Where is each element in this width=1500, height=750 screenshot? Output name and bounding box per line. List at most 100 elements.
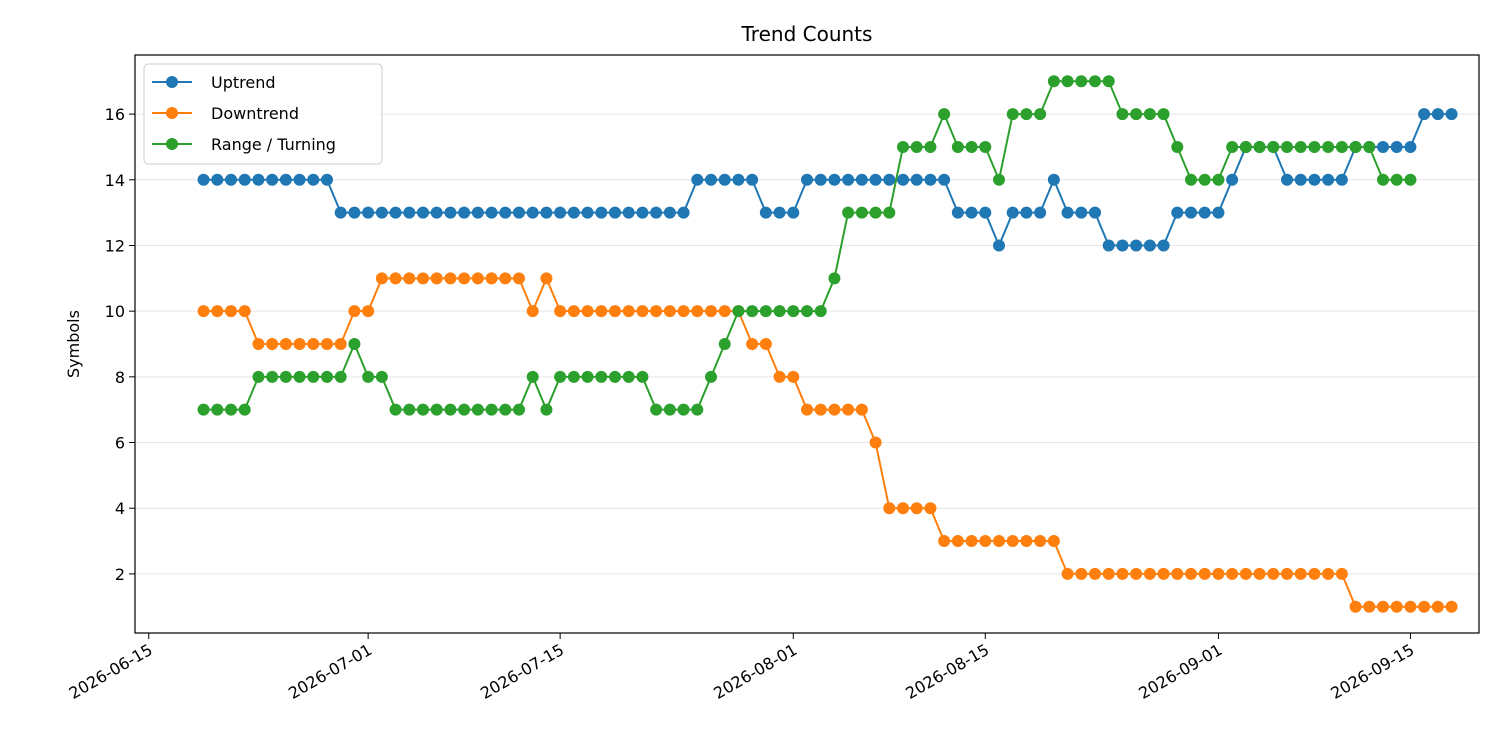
data-point	[1034, 535, 1047, 548]
data-point	[828, 272, 841, 285]
data-point	[211, 173, 224, 186]
data-point	[1335, 173, 1348, 186]
data-point	[266, 338, 279, 350]
data-point	[1363, 600, 1376, 613]
data-point	[677, 206, 690, 219]
data-point	[1363, 140, 1376, 153]
data-point	[1239, 567, 1252, 580]
data-point	[1047, 75, 1060, 88]
data-point	[540, 272, 553, 285]
legend-swatch-marker	[166, 138, 178, 150]
data-point	[691, 173, 704, 186]
data-point	[389, 272, 402, 285]
series-downtrend	[197, 272, 1458, 613]
data-point	[1253, 140, 1266, 153]
data-point	[444, 206, 457, 219]
data-point	[458, 403, 471, 416]
data-point	[499, 272, 512, 285]
y-tick-label: 4	[115, 499, 125, 518]
data-point	[252, 338, 265, 350]
data-point	[1335, 567, 1348, 580]
data-point	[1198, 173, 1211, 186]
data-point	[1006, 108, 1019, 121]
data-point	[417, 272, 429, 285]
data-point	[1157, 108, 1170, 121]
data-point	[1308, 173, 1321, 186]
y-tick-label: 8	[115, 368, 125, 387]
data-point	[238, 403, 251, 416]
data-point	[773, 206, 786, 219]
data-point	[197, 403, 210, 416]
data-point	[526, 206, 539, 219]
data-point	[705, 370, 717, 383]
data-point	[910, 173, 923, 186]
data-point	[663, 305, 676, 318]
data-point	[732, 305, 745, 318]
y-tick-label: 16	[105, 105, 125, 124]
legend-item: Downtrend	[152, 104, 299, 123]
data-point	[746, 338, 759, 350]
data-point	[238, 173, 251, 186]
data-point	[1047, 173, 1060, 186]
data-point	[197, 305, 210, 318]
data-point	[1198, 567, 1211, 580]
data-point	[883, 206, 896, 219]
data-point	[609, 206, 621, 219]
data-point	[1089, 567, 1101, 580]
data-point	[540, 403, 553, 416]
data-point	[1281, 173, 1293, 186]
data-point	[225, 403, 237, 416]
data-point	[554, 370, 567, 383]
data-point	[458, 272, 471, 285]
data-point	[1308, 140, 1321, 153]
data-point	[828, 173, 841, 186]
data-point	[1335, 140, 1348, 153]
data-point	[581, 206, 594, 219]
data-point	[1390, 600, 1403, 613]
data-point	[1130, 108, 1143, 121]
data-point	[1061, 206, 1074, 219]
data-point	[266, 173, 279, 186]
data-point	[1198, 206, 1211, 219]
data-point	[979, 535, 992, 548]
data-point	[1267, 567, 1280, 580]
data-point	[1171, 206, 1184, 219]
data-point	[650, 403, 663, 416]
data-point	[883, 173, 896, 186]
data-point	[897, 140, 909, 153]
data-point	[1308, 567, 1321, 580]
data-point	[759, 305, 772, 318]
data-point	[718, 305, 731, 318]
data-point	[855, 403, 868, 416]
chart-title: Trend Counts	[741, 22, 873, 46]
legend: Uptrend Downtrend Range / Turning	[143, 63, 383, 165]
data-point	[513, 403, 525, 416]
data-point	[225, 173, 237, 186]
data-point	[1047, 535, 1060, 548]
data-point	[1061, 567, 1074, 580]
data-point	[773, 305, 786, 318]
data-point	[307, 338, 320, 350]
data-point	[1171, 140, 1184, 153]
legend-swatch-marker	[166, 107, 178, 119]
data-point	[471, 206, 484, 219]
data-point	[458, 206, 471, 219]
data-point	[513, 206, 525, 219]
data-point	[938, 108, 951, 121]
data-point	[650, 206, 663, 219]
y-axis-label: Symbols	[64, 310, 83, 378]
data-point	[567, 370, 580, 383]
data-point	[1034, 206, 1047, 219]
legend-item: Uptrend	[152, 73, 276, 92]
data-point	[1143, 108, 1156, 121]
data-point	[705, 305, 717, 318]
data-point	[1226, 567, 1239, 580]
data-point	[471, 403, 484, 416]
data-point	[1294, 567, 1307, 580]
data-point	[362, 305, 375, 318]
data-point	[1020, 535, 1033, 548]
data-point	[1253, 567, 1266, 580]
data-point	[636, 370, 649, 383]
data-point	[1377, 140, 1389, 153]
